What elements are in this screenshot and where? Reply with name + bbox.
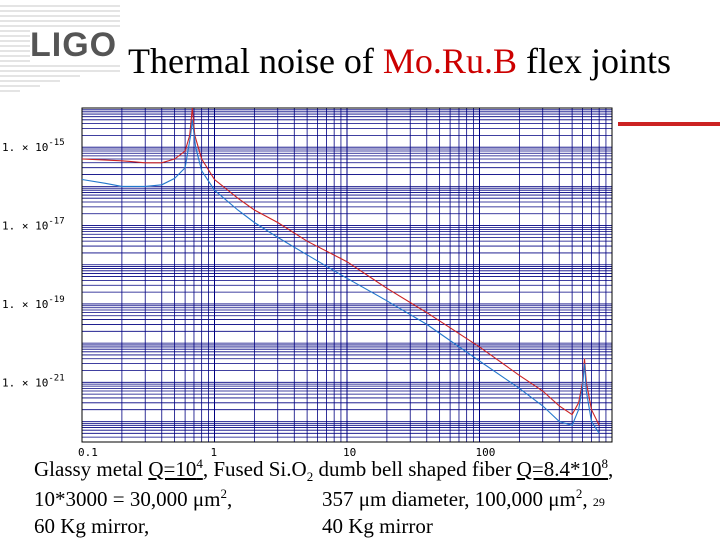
caption-text: 10*3000 = 30,000 (34, 487, 193, 511)
caption-text: , (582, 487, 588, 511)
red-rule (618, 122, 720, 126)
plot-frame (81, 107, 613, 443)
slide-number: 29 (592, 495, 605, 509)
title-prefix: Thermal noise of (128, 41, 383, 81)
y-tick-label: 1. × 10-21 (2, 373, 65, 389)
caption-line-3b: 40 Kg mirror (322, 514, 433, 538)
fiber-q: Q=8.4*108 (516, 456, 608, 481)
y-tick-label: 1. × 10-15 (2, 138, 65, 154)
x-tick-label: 1 (211, 446, 218, 459)
series-line-2 (81, 119, 600, 434)
caption-line-1: Glassy metal Q=104, Fused Si.O2 dumb bel… (34, 456, 613, 485)
caption-sup: 2 (575, 486, 583, 501)
slide-title: Thermal noise of Mo.Ru.B flex joints (128, 40, 671, 82)
y-tick-labels: 1. × 10-15 1. × 10-17 1. × 10-19 1. × 10-21 (2, 138, 65, 389)
caption-text: m (559, 487, 576, 511)
y-tick-label: 1. × 10-17 (2, 217, 65, 233)
y-tick-label: 1. × 10-19 (2, 295, 65, 311)
caption-text: m (204, 487, 221, 511)
caption-line-2b: 357 μm diameter, 100,000 μm2, 29 (322, 486, 605, 511)
x-tick-label: 0.1 (78, 446, 98, 459)
noise-chart: 1. × 10-15 1. × 10-17 1. × 10-19 1. × 10-21… (2, 107, 613, 459)
glassy-q-base: Q=10 (148, 457, 197, 481)
caption-text: m diameter, 100,000 (370, 487, 549, 511)
x-tick-label: 10 (343, 446, 356, 459)
caption-text: dumb bell shaped fiber (313, 457, 517, 481)
caption-text: , (226, 487, 233, 511)
glassy-q: Q=104 (148, 456, 203, 481)
caption-sup: 2 (220, 486, 227, 501)
caption-text: 357 (322, 487, 359, 511)
x-tick-label: 100 (476, 446, 496, 459)
grid (81, 107, 613, 443)
fiber-q-base: Q=8.4*10 (516, 457, 602, 481)
x-tick-labels: 0.1 1 10 100 (78, 446, 495, 459)
glassy-q-exp: 4 (196, 456, 203, 471)
caption-text: Glassy metal (34, 457, 149, 481)
series-lines (81, 107, 600, 434)
logo-stripes (0, 5, 120, 92)
title-accent: Mo.Ru.B (382, 41, 517, 81)
caption-line-2a: 10*3000 = 30,000 μm2, (34, 486, 233, 511)
ligo-logo: LIGO (30, 26, 118, 64)
fiber-q-exp: 8 (601, 456, 608, 471)
caption-text: , Fused Si.O (202, 457, 307, 481)
caption-line-3a: 60 Kg mirror, (34, 514, 150, 538)
caption-text: , (607, 457, 614, 481)
sio2-subscript: 2 (306, 469, 314, 485)
title-suffix: flex joints (516, 41, 671, 81)
series-line-1 (81, 107, 600, 426)
